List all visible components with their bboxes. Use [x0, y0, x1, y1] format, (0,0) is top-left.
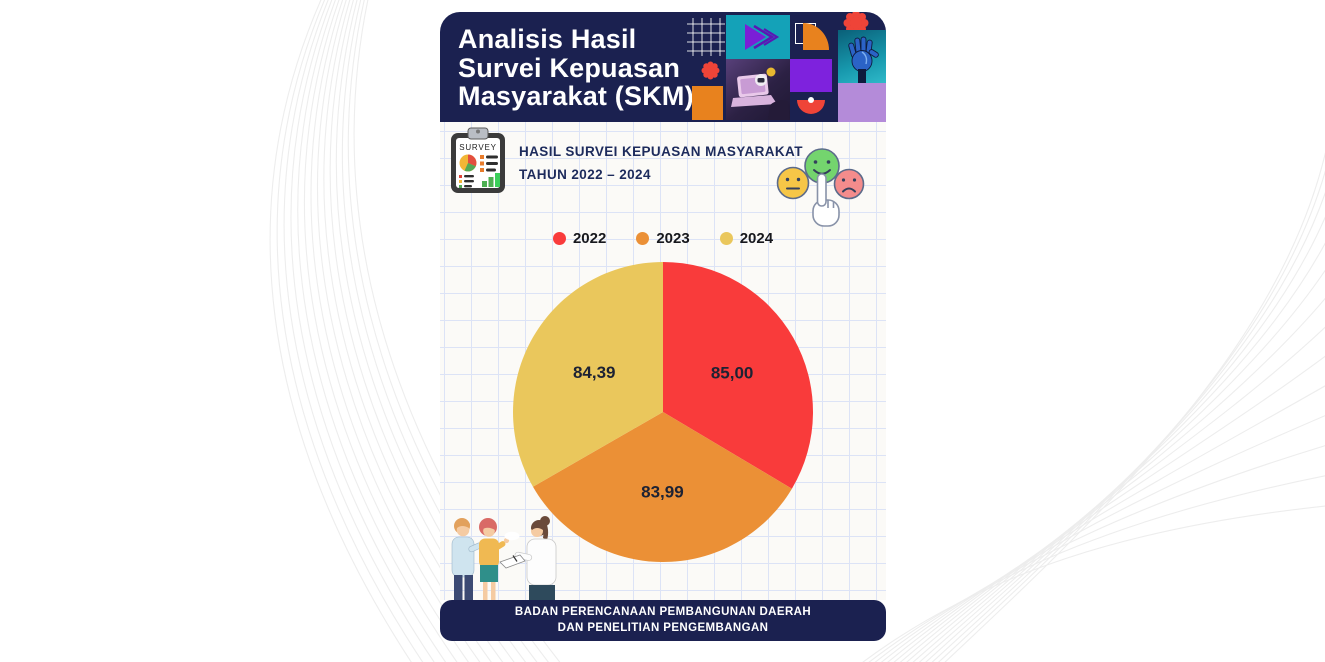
pie-slice-2022 — [663, 262, 814, 489]
orange-square-tile — [692, 86, 723, 120]
slide-body: SURVEY — [440, 122, 886, 600]
pie-label-2022: 85,00 — [711, 364, 754, 383]
pie-slice-2024 — [513, 262, 663, 487]
hand-icon — [848, 36, 879, 83]
smile-dot-icon — [808, 97, 814, 103]
quarter-circle-icon — [803, 23, 829, 50]
slide-footer: BADAN PERENCANAAN PEMBANGUNAN DAERAH DAN… — [440, 600, 886, 641]
legend-label: 2022 — [572, 230, 607, 247]
title-line-1: Analisis Hasil — [458, 24, 637, 54]
title-line-3: Masyarakat (SKM) — [458, 81, 694, 112]
people-illustration — [451, 516, 557, 600]
smile-tile — [790, 92, 832, 122]
starburst-icon — [701, 61, 720, 80]
footer-line-2: DAN PENELITIAN PENGEMBANGAN — [557, 621, 769, 634]
grid-lines-icon — [687, 18, 725, 56]
play-arrows-tile — [726, 15, 790, 59]
slide-header: Analisis Hasil Survei Kepuasan Masyaraka… — [440, 12, 886, 122]
pointer-hand-icon — [812, 173, 840, 227]
smile-arc-icon — [797, 100, 825, 114]
clipboard-label: SURVEY — [459, 143, 497, 152]
slide: Analisis Hasil Survei Kepuasan Masyaraka… — [440, 12, 886, 641]
legend-item-2024: 2024 — [719, 230, 774, 247]
lilac-square-tile — [838, 83, 886, 122]
chart-legend: 2022 2023 2024 — [440, 230, 886, 247]
section-title-line-2: TAHUN 2022 – 2024 — [519, 166, 651, 182]
legend-dot — [636, 232, 650, 245]
survey-clipboard-icon: SURVEY — [451, 127, 505, 193]
satisfaction-faces-icon — [776, 148, 865, 227]
footer-line-1: BADAN PERENCANAAN PEMBANGUNAN DAERAH — [514, 605, 812, 618]
section-title: HASIL SURVEI KEPUASAN MASYARAKAT TAHUN 2… — [519, 127, 803, 187]
pie-slices: 85,00 83,99 84,39 — [513, 262, 814, 562]
legend-dot — [552, 232, 566, 245]
page-title: Analisis Hasil Survei Kepuasan Masyaraka… — [458, 25, 694, 111]
legend-label: 2024 — [739, 230, 774, 247]
play-icon — [745, 24, 780, 50]
section-title-line-1: HASIL SURVEI KEPUASAN MASYARAKAT — [519, 144, 803, 159]
quarter-circle-tile — [790, 15, 832, 59]
pie-chart: 85,00 83,99 84,39 — [503, 252, 823, 577]
pie-label-2023: 83,99 — [641, 482, 684, 501]
title-line-2: Survei Kepuasan — [458, 52, 681, 83]
hand-photo-tile — [838, 30, 886, 83]
laptop-icon — [731, 67, 790, 120]
purple-square-tile — [790, 59, 832, 92]
pie-slice-2023 — [532, 412, 792, 562]
subtitle-row: SURVEY — [449, 127, 803, 195]
laptop-photo-tile — [726, 59, 790, 120]
legend-item-2022: 2022 — [552, 230, 607, 247]
legend-dot — [719, 232, 733, 245]
legend-item-2023: 2023 — [636, 230, 690, 247]
legend-label: 2023 — [656, 230, 690, 247]
pie-label-2024: 84,39 — [573, 363, 616, 382]
